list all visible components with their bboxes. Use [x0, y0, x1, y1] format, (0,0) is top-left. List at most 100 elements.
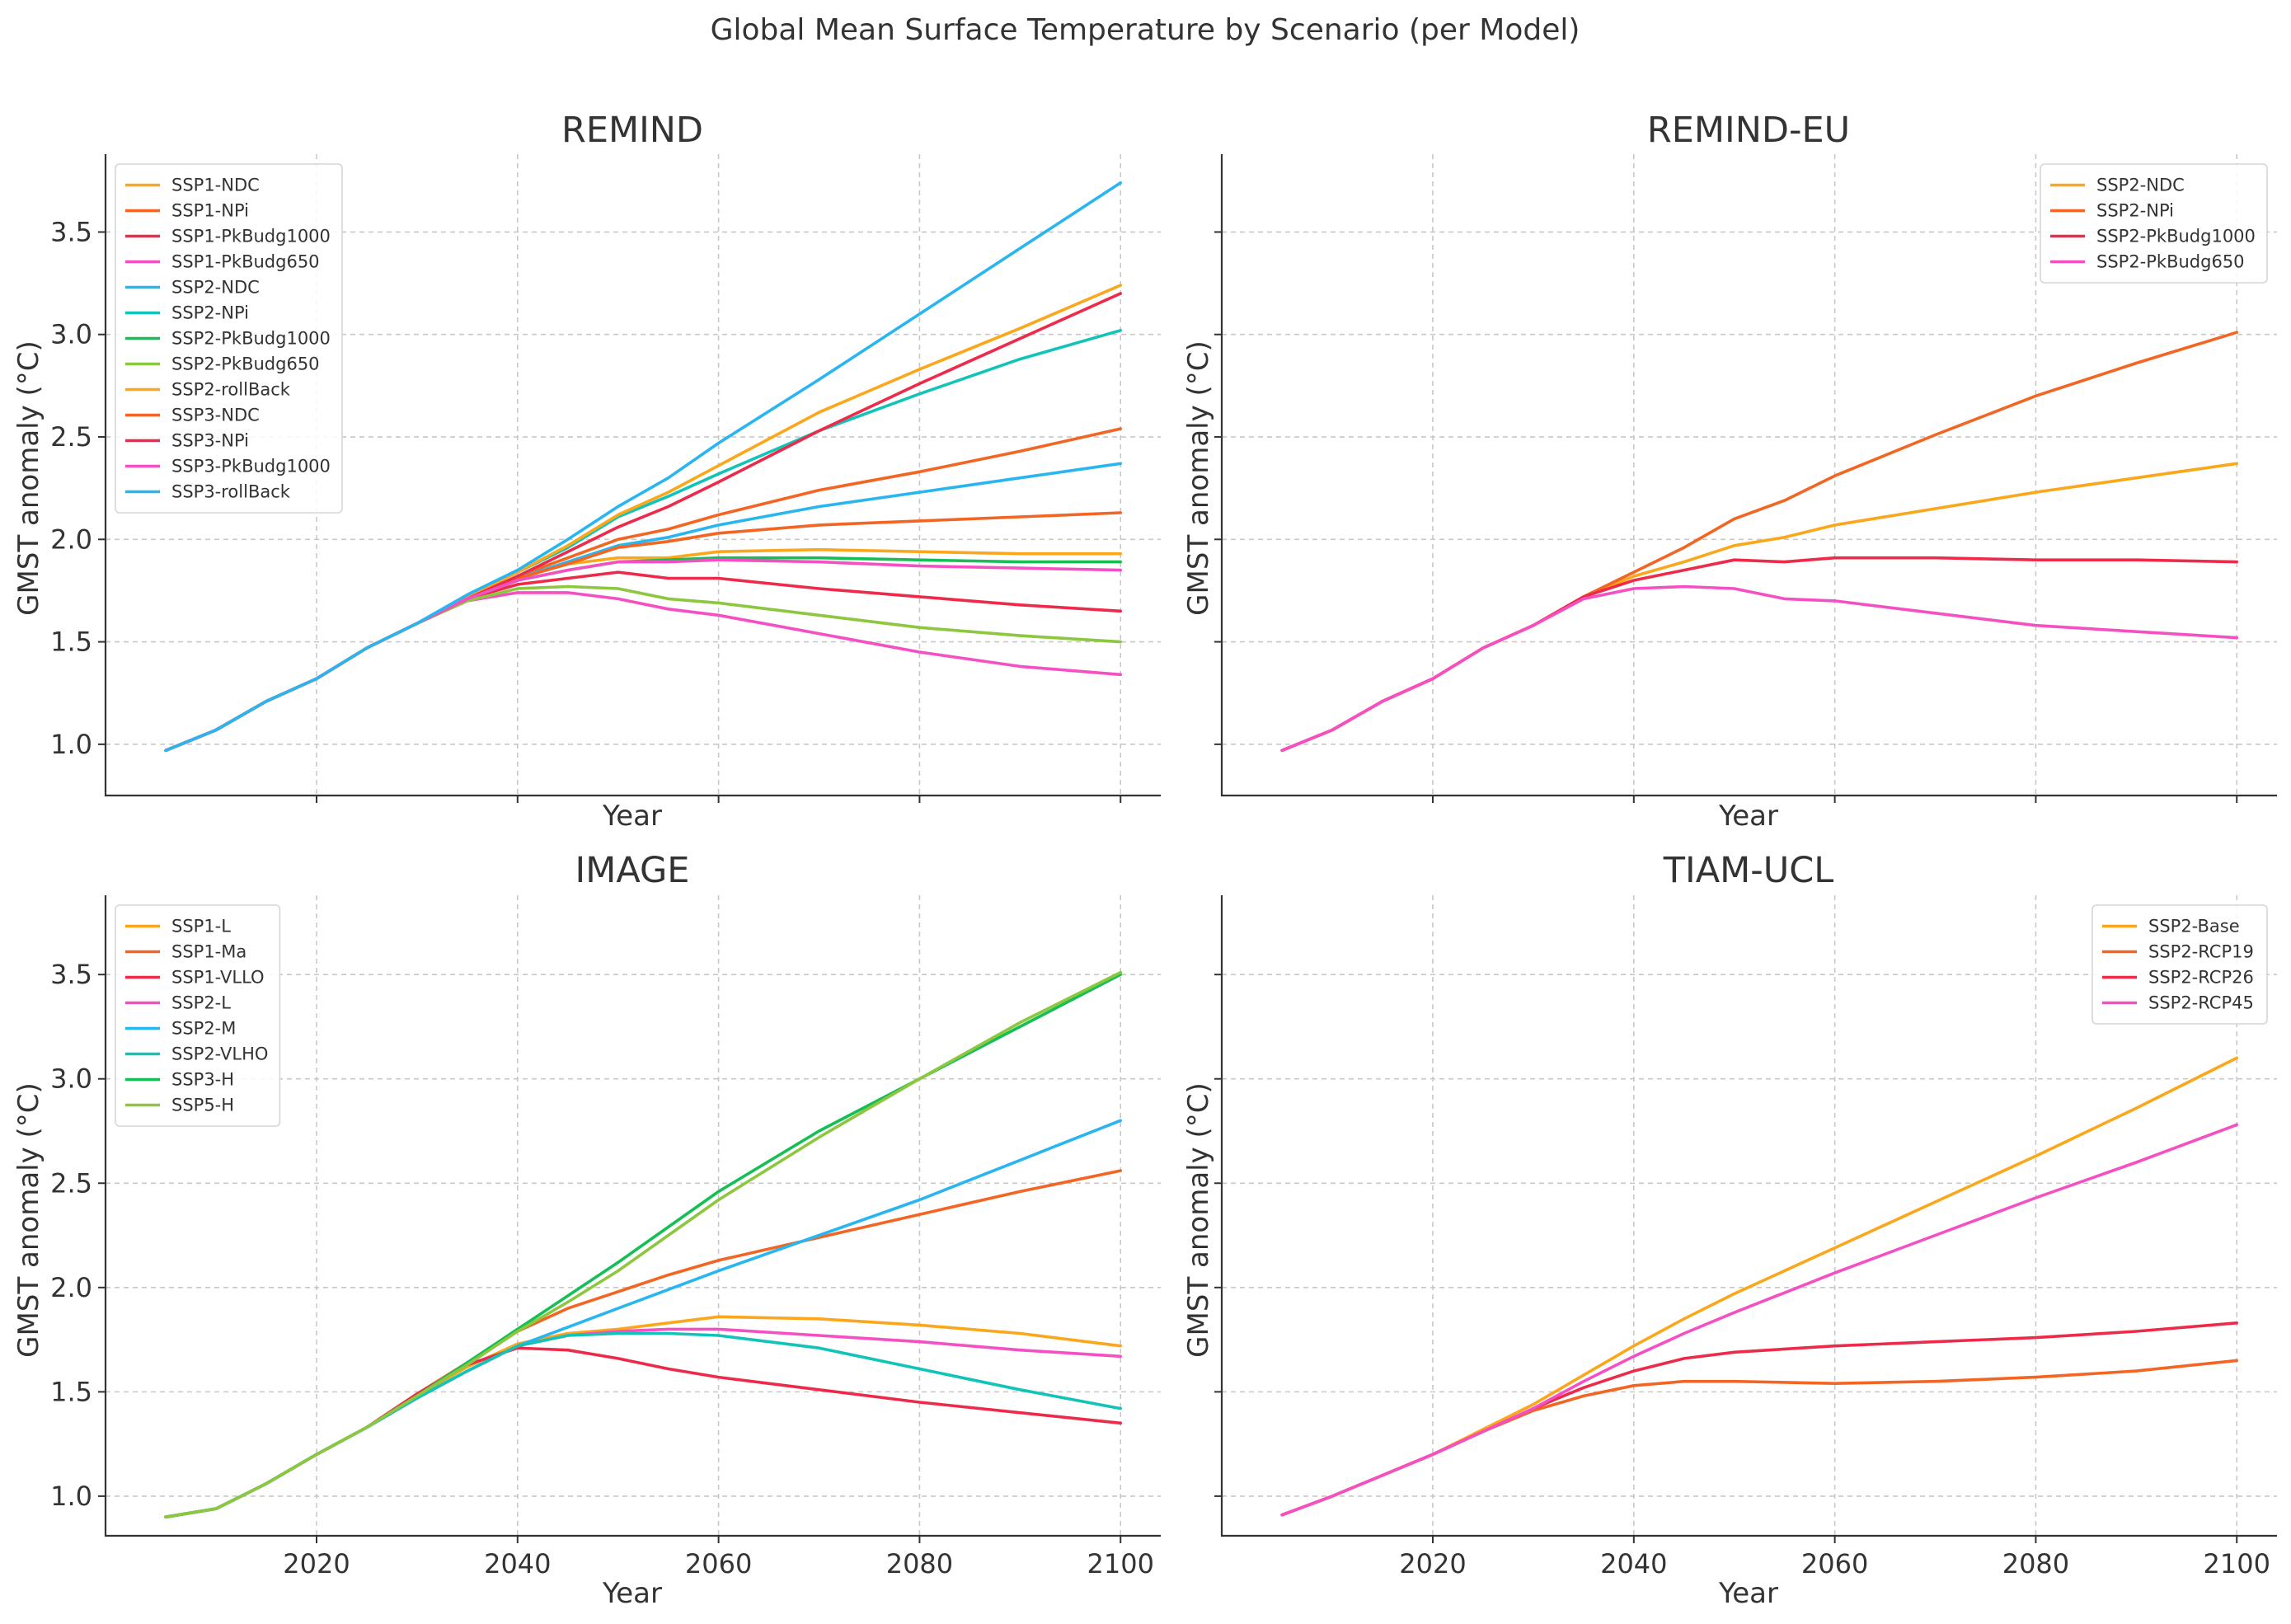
- series-line-ssp1-pkbudg650: [164, 591, 1122, 753]
- panel-title-tiam-ucl: TIAM-UCL: [1663, 850, 1833, 891]
- y-tick-label: 1.5: [50, 627, 92, 658]
- legend-label-ssp3-pkbudg1000: SSP3-PkBudg1000: [171, 457, 331, 476]
- x-tick-label: 2080: [886, 1548, 953, 1579]
- legend-label-ssp2-ndc: SSP2-NDC: [2096, 176, 2185, 195]
- axes-spine-tiam-ucl: [1220, 895, 2277, 1537]
- series-group-remind: [164, 181, 1122, 753]
- panel-tiam-ucl: TIAM-UCL Year GMST anomaly (°C) 2020 2040…: [1182, 850, 2277, 1610]
- series-line-ssp1-ma: [164, 1169, 1122, 1518]
- y-tick-label: 3.5: [50, 959, 92, 990]
- x-tick-label: 2080: [2002, 1548, 2069, 1579]
- legend-tiam-ucl: SSP2-Base SSP2-RCP19 SSP2-RCP26 SSP2-RCP45: [2091, 904, 2268, 1025]
- y-tick-label: 3.5: [50, 216, 92, 247]
- series-line-ssp2-vlho: [164, 1331, 1122, 1518]
- legend-label-ssp3-h: SSP3-H: [171, 1070, 234, 1090]
- y-tick-label: 1.0: [50, 1481, 92, 1512]
- y-tick-label: 1.0: [50, 729, 92, 760]
- series-line-ssp2-rcp19: [1280, 1359, 2238, 1517]
- legend-label-ssp3-ndc: SSP3-NDC: [171, 406, 260, 425]
- legend-box: [115, 904, 281, 1127]
- series-line-ssp2-pkbudg1000: [1280, 556, 2238, 753]
- panel-title-image: IMAGE: [575, 850, 690, 891]
- legend-label-ssp2-npi: SSP2-NPi: [171, 303, 249, 323]
- panel-title-remind-eu: REMIND-EU: [1647, 110, 1850, 151]
- panel-image: IMAGE Year GMST anomaly (°C) 2020 2040 206…: [12, 850, 1161, 1610]
- x-tick-label: 2040: [1600, 1548, 1667, 1579]
- x-tick-label: 2100: [1087, 1548, 1154, 1579]
- series-line-ssp2-rcp45: [1280, 1123, 2238, 1517]
- legend-label-ssp2-pkbudg1000: SSP2-PkBudg1000: [171, 329, 331, 349]
- axes-spine-remind: [104, 154, 1161, 797]
- x-tick-label: 2020: [1399, 1548, 1466, 1579]
- legend-label-ssp2-rcp19: SSP2-RCP19: [2148, 942, 2254, 962]
- panel-title-remind: REMIND: [561, 110, 703, 151]
- x-axis-label-remind: Year: [602, 800, 662, 833]
- series-line-ssp5-h: [164, 970, 1122, 1518]
- legend-label-ssp2-l: SSP2-L: [171, 993, 231, 1013]
- legend-label-ssp2-npi: SSP2-NPi: [2096, 201, 2174, 221]
- axes-spine-image: [104, 895, 1161, 1537]
- legend-label-ssp2-m: SSP2-M: [171, 1019, 236, 1039]
- legend-label-ssp2-vlho: SSP2-VLHO: [171, 1044, 268, 1064]
- legend-label-ssp2-ndc: SSP2-NDC: [171, 278, 260, 298]
- y-tick-label: 3.0: [50, 1063, 92, 1095]
- y-tick-label: 2.0: [50, 1272, 92, 1303]
- y-axis-label-remind: GMST anomaly (°C): [12, 340, 45, 616]
- series-line-ssp2-base: [1280, 1056, 2238, 1517]
- series-line-ssp1-vllo: [164, 1346, 1122, 1518]
- legend-label-ssp2-rollback: SSP2-rollBack: [171, 380, 291, 400]
- y-axis-label-image: GMST anomaly (°C): [12, 1082, 45, 1358]
- x-tick-label: 2040: [484, 1548, 551, 1579]
- grid-remind-eu: [1214, 154, 2277, 803]
- legend-label-ssp3-npi: SSP3-NPi: [171, 431, 249, 451]
- legend-label-ssp1-ndc: SSP1-NDC: [171, 176, 260, 195]
- legend-image: SSP1-L SSP1-Ma SSP1-VLLO SSP2-L SSP2-M SSP2-V…: [115, 904, 281, 1127]
- series-line-ssp2-ndc: [1280, 462, 2238, 753]
- series-group-remind-eu: [1280, 331, 2238, 753]
- series-line-ssp3-rollback: [164, 181, 1122, 753]
- grid-image: 2020 2040 2060 2080 2100 1.0 1.5 2.0 2.5 3.0 3.5: [50, 895, 1161, 1579]
- x-tick-label: 2060: [1801, 1548, 1868, 1579]
- legend-label-ssp2-pkbudg650: SSP2-PkBudg650: [2096, 252, 2245, 272]
- y-tick-label: 2.5: [50, 1167, 92, 1199]
- panel-remind: REMIND Year GMST anomaly (°C) 1.0 1.5 2.0 2…: [12, 110, 1161, 833]
- x-axis-label-remind-eu: Year: [1718, 800, 1778, 833]
- y-tick-label: 1.5: [50, 1376, 92, 1407]
- legend-label-ssp2-pkbudg650: SSP2-PkBudg650: [171, 354, 320, 374]
- legend-label-ssp1-vllo: SSP1-VLLO: [171, 968, 265, 988]
- figure-suptitle: Global Mean Surface Temperature by Scena…: [711, 13, 1580, 47]
- legend-box: [2091, 904, 2268, 1025]
- legend-label-ssp2-base: SSP2-Base: [2148, 917, 2240, 936]
- series-line-ssp2-pkbudg650: [164, 584, 1122, 753]
- legend-label-ssp2-pkbudg1000: SSP2-PkBudg1000: [2096, 227, 2256, 246]
- legend-label-ssp1-npi: SSP1-NPi: [171, 201, 249, 221]
- y-tick-label: 3.0: [50, 319, 92, 350]
- x-axis-label-tiam-ucl: Year: [1718, 1577, 1778, 1610]
- series-line-ssp2-l: [164, 1327, 1122, 1518]
- x-tick-label: 2020: [283, 1548, 350, 1579]
- legend-remind: SSP1-NDC SSP1-NPi SSP1-PkBudg1000 SSP1-PkBu…: [115, 163, 343, 514]
- axes-spine-remind-eu: [1220, 154, 2277, 797]
- legend-box: [115, 163, 343, 514]
- series-line-ssp3-pkbudg1000: [164, 558, 1122, 753]
- y-tick-label: 2.0: [50, 523, 92, 555]
- legend-label-ssp2-rcp45: SSP2-RCP45: [2148, 993, 2254, 1013]
- legend-label-ssp1-pkbudg650: SSP1-PkBudg650: [171, 252, 320, 272]
- series-line-ssp2-pkbudg650: [1280, 584, 2238, 753]
- x-axis-label-image: Year: [602, 1577, 662, 1610]
- legend-label-ssp1-pkbudg1000: SSP1-PkBudg1000: [171, 227, 331, 246]
- legend-label-ssp1-l: SSP1-L: [171, 917, 231, 936]
- x-tick-label: 2060: [685, 1548, 752, 1579]
- legend-label-ssp3-rollback: SSP3-rollBack: [171, 482, 291, 502]
- series-group-image: [164, 970, 1122, 1518]
- y-tick-label: 2.5: [50, 421, 92, 453]
- legend-label-ssp5-h: SSP5-H: [171, 1096, 234, 1115]
- legend-label-ssp1-ma: SSP1-Ma: [171, 942, 246, 962]
- legend-remind-eu: SSP2-NDC SSP2-NPi SSP2-PkBudg1000 SSP2-PkBu…: [2040, 163, 2268, 284]
- series-line-ssp2-rcp26: [1280, 1321, 2238, 1517]
- x-tick-label: 2100: [2204, 1548, 2270, 1579]
- y-axis-label-remind-eu: GMST anomaly (°C): [1182, 340, 1215, 616]
- series-group-tiam-ucl: [1280, 1056, 2238, 1517]
- panel-remind-eu: REMIND-EU Year GMST anomaly (°C) SSP2-ND…: [1182, 110, 2277, 833]
- legend-label-ssp2-rcp26: SSP2-RCP26: [2148, 968, 2254, 988]
